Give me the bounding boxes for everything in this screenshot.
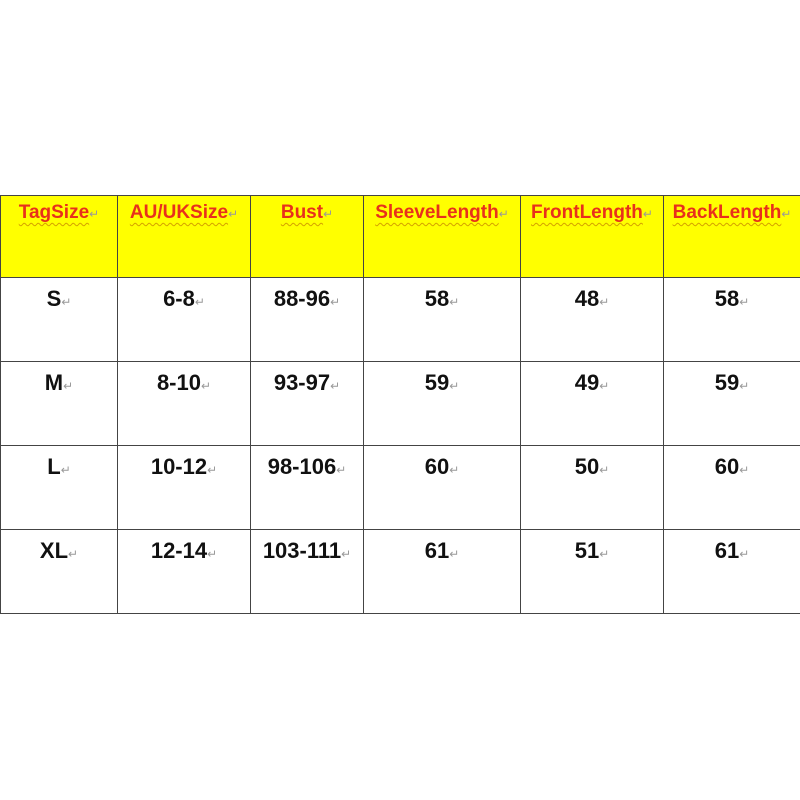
table-row: XL↵ 12-14↵ 103-111↵ 61↵ 51↵ 61↵ bbox=[0, 529, 800, 614]
table-cell: 51↵ bbox=[520, 529, 664, 614]
cell-text: 59 bbox=[714, 370, 740, 395]
header-cell: SleeveLength↵ bbox=[363, 195, 521, 278]
cell-text: 58 bbox=[424, 286, 450, 311]
paragraph-mark-icon: ↵ bbox=[330, 295, 341, 309]
table-row: S↵ 6-8↵ 88-96↵ 58↵ 48↵ 58↵ bbox=[0, 277, 800, 362]
table-cell: 61↵ bbox=[663, 529, 800, 614]
cell-text: FrontLength bbox=[531, 202, 643, 223]
table-cell: 49↵ bbox=[520, 361, 664, 446]
paragraph-mark-icon: ↵ bbox=[194, 295, 205, 309]
paragraph-mark-icon: ↵ bbox=[642, 207, 653, 221]
cell-text: 58 bbox=[714, 286, 740, 311]
paragraph-mark-icon: ↵ bbox=[341, 547, 352, 561]
table-cell: 103-111↵ bbox=[250, 529, 364, 614]
table-cell: 98-106↵ bbox=[250, 445, 364, 530]
paragraph-mark-icon: ↵ bbox=[207, 547, 218, 561]
paragraph-mark-icon: ↵ bbox=[498, 207, 509, 221]
header-cell: Bust↵ bbox=[250, 195, 364, 278]
header-row: TagSize↵ AU/UKSize↵ Bust↵ SleeveLength↵ Fron… bbox=[0, 195, 800, 278]
paragraph-mark-icon: ↵ bbox=[207, 463, 218, 477]
table-cell: 58↵ bbox=[663, 277, 800, 362]
paragraph-mark-icon: ↵ bbox=[599, 463, 610, 477]
paragraph-mark-icon: ↵ bbox=[63, 379, 74, 393]
paragraph-mark-icon: ↵ bbox=[323, 207, 334, 221]
table-cell: 88-96↵ bbox=[250, 277, 364, 362]
paragraph-mark-icon: ↵ bbox=[739, 463, 750, 477]
header-cell: TagSize↵ bbox=[0, 195, 118, 278]
cell-text: Bust bbox=[280, 202, 324, 223]
paragraph-mark-icon: ↵ bbox=[781, 207, 792, 221]
table-cell: 48↵ bbox=[520, 277, 664, 362]
paragraph-mark-icon: ↵ bbox=[200, 379, 212, 393]
paragraph-mark-icon: ↵ bbox=[61, 295, 72, 309]
cell-text: M bbox=[44, 370, 64, 395]
table-cell: 12-14↵ bbox=[117, 529, 251, 614]
table-cell: 60↵ bbox=[663, 445, 800, 530]
cell-text: 60 bbox=[714, 454, 740, 479]
cell-text: XL bbox=[39, 538, 69, 563]
cell-text: 50 bbox=[574, 454, 600, 479]
paragraph-mark-icon: ↵ bbox=[336, 463, 347, 477]
paragraph-mark-icon: ↵ bbox=[449, 295, 460, 309]
cell-text: 88-96 bbox=[273, 286, 331, 311]
cell-text: 61 bbox=[424, 538, 450, 563]
cell-text: 10-12 bbox=[150, 454, 208, 479]
paragraph-mark-icon: ↵ bbox=[60, 463, 71, 477]
cell-text: 12-14 bbox=[150, 538, 208, 563]
cell-text: 98-106 bbox=[267, 454, 337, 479]
header-cell: BackLength↵ bbox=[663, 195, 800, 278]
paragraph-mark-icon: ↵ bbox=[739, 295, 750, 309]
cell-text: 49 bbox=[574, 370, 600, 395]
table-cell: M↵ bbox=[0, 361, 118, 446]
paragraph-mark-icon: ↵ bbox=[739, 379, 750, 393]
paragraph-mark-icon: ↵ bbox=[228, 207, 239, 221]
header-cell: AU/UKSize↵ bbox=[117, 195, 251, 278]
paragraph-mark-icon: ↵ bbox=[330, 379, 341, 393]
table-row: M↵ 8-10↵ 93-97↵ 59↵ 49↵ 59↵ bbox=[0, 361, 800, 446]
table-cell: L↵ bbox=[0, 445, 118, 530]
table-cell: 93-97↵ bbox=[250, 361, 364, 446]
table-cell: S↵ bbox=[0, 277, 118, 362]
cell-text: 48 bbox=[574, 286, 600, 311]
paragraph-mark-icon: ↵ bbox=[68, 547, 79, 561]
table-cell: XL↵ bbox=[0, 529, 118, 614]
table-cell: 59↵ bbox=[363, 361, 521, 446]
cell-text: BackLength bbox=[672, 202, 782, 223]
cell-text: TagSize bbox=[18, 202, 90, 223]
cell-text: 8-10 bbox=[156, 370, 201, 395]
table-cell: 60↵ bbox=[363, 445, 521, 530]
table-row: L↵ 10-12↵ 98-106↵ 60↵ 50↵ 60↵ bbox=[0, 445, 800, 530]
table-cell: 61↵ bbox=[363, 529, 521, 614]
cell-text: 93-97 bbox=[273, 370, 331, 395]
cell-text: S bbox=[46, 286, 62, 311]
paragraph-mark-icon: ↵ bbox=[739, 547, 750, 561]
table-cell: 6-8↵ bbox=[117, 277, 251, 362]
table-cell: 59↵ bbox=[663, 361, 800, 446]
table-cell: 10-12↵ bbox=[117, 445, 251, 530]
table-cell: 58↵ bbox=[363, 277, 521, 362]
paragraph-mark-icon: ↵ bbox=[449, 547, 460, 561]
paragraph-mark-icon: ↵ bbox=[449, 463, 460, 477]
cell-text: AU/UKSize bbox=[129, 202, 229, 223]
header-cell: FrontLength↵ bbox=[520, 195, 664, 278]
paragraph-mark-icon: ↵ bbox=[599, 295, 610, 309]
cell-text: 103-111 bbox=[262, 538, 342, 563]
cell-text: L bbox=[47, 454, 61, 479]
paragraph-mark-icon: ↵ bbox=[89, 207, 100, 221]
size-chart-table: TagSize↵ AU/UKSize↵ Bust↵ SleeveLength↵ Fron… bbox=[0, 195, 800, 614]
cell-text: 59 bbox=[424, 370, 450, 395]
paragraph-mark-icon: ↵ bbox=[599, 547, 610, 561]
table-cell: 50↵ bbox=[520, 445, 664, 530]
cell-text: SleeveLength bbox=[375, 202, 499, 223]
cell-text: 6-8 bbox=[163, 286, 195, 311]
cell-text: 51 bbox=[574, 538, 600, 563]
cell-text: 61 bbox=[714, 538, 740, 563]
cell-text: 60 bbox=[424, 454, 450, 479]
paragraph-mark-icon: ↵ bbox=[449, 379, 460, 393]
paragraph-mark-icon: ↵ bbox=[599, 379, 610, 393]
table-cell: 8-10↵ bbox=[117, 361, 251, 446]
